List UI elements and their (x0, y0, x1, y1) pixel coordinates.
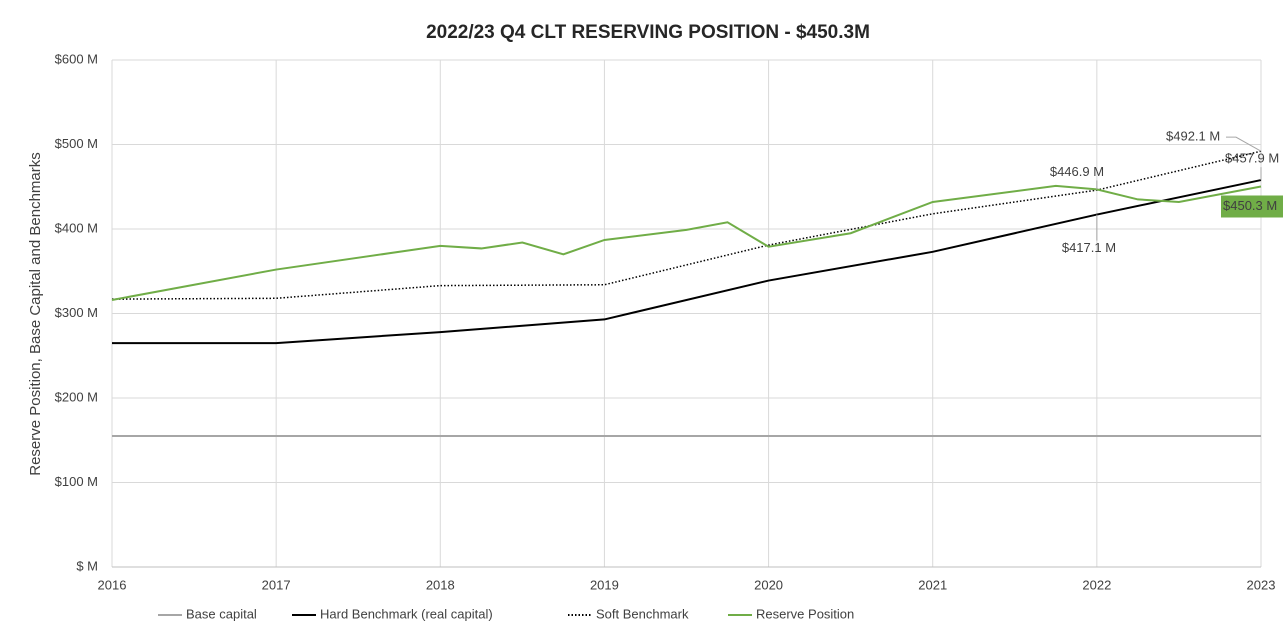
y-tick-label: $300 M (55, 305, 98, 320)
x-tick-label: 2016 (98, 577, 127, 592)
series-line (111, 184, 1262, 301)
y-axis-title: Reserve Position, Base Capital and Bench… (27, 152, 44, 476)
series-line (111, 150, 1262, 300)
legend-label: Base capital (186, 606, 257, 621)
chart-title: 2022/23 Q4 CLT RESERVING POSITION - $450… (426, 22, 870, 43)
data-label: $417.1 M (1062, 240, 1116, 255)
data-label: $457.9 M (1225, 151, 1279, 166)
x-tick-label: 2020 (754, 577, 783, 592)
y-tick-label: $200 M (55, 389, 98, 404)
label-box (1221, 195, 1283, 218)
legend-label: Hard Benchmark (real capital) (320, 606, 493, 621)
data-label: $450.3 M (1223, 198, 1277, 213)
data-label: $446.9 M (1050, 164, 1104, 179)
y-tick-label: $100 M (55, 474, 98, 489)
y-tick-label: $ M (76, 558, 98, 573)
leader-line (1226, 136, 1262, 152)
x-tick-label: 2017 (262, 577, 291, 592)
x-tick-label: 2022 (1082, 577, 1111, 592)
series-line (112, 179, 1262, 345)
legend-label: Soft Benchmark (596, 606, 689, 621)
x-tick-label: 2021 (918, 577, 947, 592)
x-tick-label: 2019 (590, 577, 619, 592)
y-tick-label: $400 M (55, 220, 98, 235)
legend-label: Reserve Position (756, 606, 854, 621)
y-tick-label: $500 M (55, 136, 98, 151)
y-tick-label: $600 M (55, 51, 98, 66)
data-label: $492.1 M (1166, 129, 1220, 144)
x-tick-label: 2023 (1247, 577, 1276, 592)
x-tick-label: 2018 (426, 577, 455, 592)
